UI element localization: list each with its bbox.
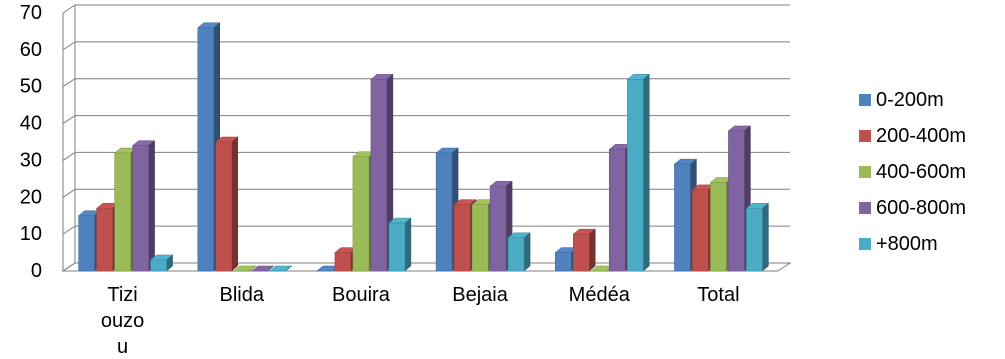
legend-label: 200-400m [876, 125, 966, 147]
legend-label: +800m [876, 233, 938, 255]
bar-front-face [692, 189, 709, 272]
legend-item: 600-800m [859, 197, 966, 219]
bar-front-face [78, 215, 95, 272]
y-tick-label: 50 [20, 76, 42, 98]
bar-side-face [404, 217, 412, 272]
legend-item: 0-200m [859, 89, 944, 111]
bar-side-face [762, 202, 769, 272]
legend-label: 0-200m [876, 89, 944, 111]
bar-front-face [471, 204, 489, 272]
bar-front-face [573, 233, 590, 272]
bar [745, 202, 770, 272]
legend-label: 600-800m [876, 197, 966, 219]
bar-front-face [114, 152, 131, 272]
bar [626, 73, 650, 272]
chart-legend: 0-200m 200-400m 400-600m 600-800m +800m [859, 89, 966, 255]
bar-front-face [710, 182, 727, 272]
bar-front-face [489, 185, 507, 272]
bar-side-face [231, 136, 238, 272]
bar [131, 140, 156, 272]
legend-item: +800m [859, 233, 938, 255]
bar [507, 232, 531, 272]
x-tick-label: Tizi ouzo u [101, 284, 144, 358]
bar-front-face [507, 237, 525, 272]
y-tick-label: 70 [20, 2, 42, 24]
bar-side-face [249, 265, 256, 272]
side-wall-gridline [62, 225, 76, 235]
x-tick-label: Bouira [332, 284, 391, 306]
bar-front-face [609, 149, 626, 272]
bar-front-face [215, 141, 232, 272]
x-axis-category-labels: Tizi ouzo u Blida Bouira Bejaia Médéa Total [101, 284, 740, 358]
bar [233, 265, 257, 272]
bar-front-face [627, 79, 644, 272]
bar-front-face [388, 222, 406, 272]
bar-front-face [96, 208, 113, 272]
bar-front-face [352, 156, 370, 272]
x-tick-label: Bejaia [452, 284, 508, 306]
y-tick-label: 40 [20, 113, 42, 135]
bar [269, 265, 293, 272]
bar-front-face [674, 163, 691, 272]
bar-side-face [285, 265, 292, 272]
chart-bars [77, 22, 770, 272]
legend-swatch [859, 202, 871, 214]
legend-swatch [859, 94, 871, 106]
side-wall-gridline [62, 4, 76, 14]
side-wall-gridline [62, 41, 76, 51]
side-wall-gridline [62, 115, 76, 124]
bar-front-face [150, 259, 167, 272]
side-wall-gridline [62, 152, 76, 161]
legend-label: 400-600m [876, 161, 966, 183]
bar [727, 125, 752, 272]
y-tick-label: 30 [20, 149, 42, 171]
bar [572, 228, 596, 272]
bar-side-face [643, 73, 650, 272]
x-tick-label: Blida [220, 284, 265, 306]
y-tick-label: 60 [20, 39, 42, 61]
bar [471, 199, 495, 272]
legend-swatch [859, 238, 871, 250]
bar [388, 217, 412, 272]
y-axis-tick-labels: 0 10 20 30 40 50 60 70 [20, 2, 42, 282]
x-tick-label: Total [697, 284, 739, 306]
bar-front-face [555, 252, 572, 272]
chart-floor [61, 262, 792, 272]
legend-item: 400-600m [859, 161, 966, 183]
bar-side-face [267, 265, 274, 272]
legend-swatch [859, 166, 871, 178]
bar-front-face [435, 152, 453, 272]
x-tick-label: Médéa [569, 284, 631, 306]
bar [149, 254, 174, 272]
bar-side-face [589, 228, 596, 272]
bar [215, 136, 239, 272]
bar [251, 265, 275, 272]
bar-side-face [523, 232, 531, 272]
bar-front-face [334, 252, 352, 272]
legend-item: 200-400m [859, 125, 966, 147]
side-wall-gridline [62, 78, 76, 88]
side-wall-gridline [62, 188, 76, 198]
bar-front-face [453, 204, 471, 272]
chart-axes [61, 5, 792, 272]
bar-side-face [148, 140, 155, 272]
bar-front-face [746, 208, 763, 272]
chart-gridlines [62, 4, 790, 272]
bar-front-face [132, 145, 149, 272]
legend-swatch [859, 130, 871, 142]
bar-front-face [370, 79, 388, 272]
bar-front-face [728, 130, 745, 272]
y-tick-label: 20 [20, 186, 42, 208]
bar-front-face [197, 27, 214, 272]
y-tick-label: 0 [31, 260, 42, 282]
y-tick-label: 10 [20, 223, 42, 245]
